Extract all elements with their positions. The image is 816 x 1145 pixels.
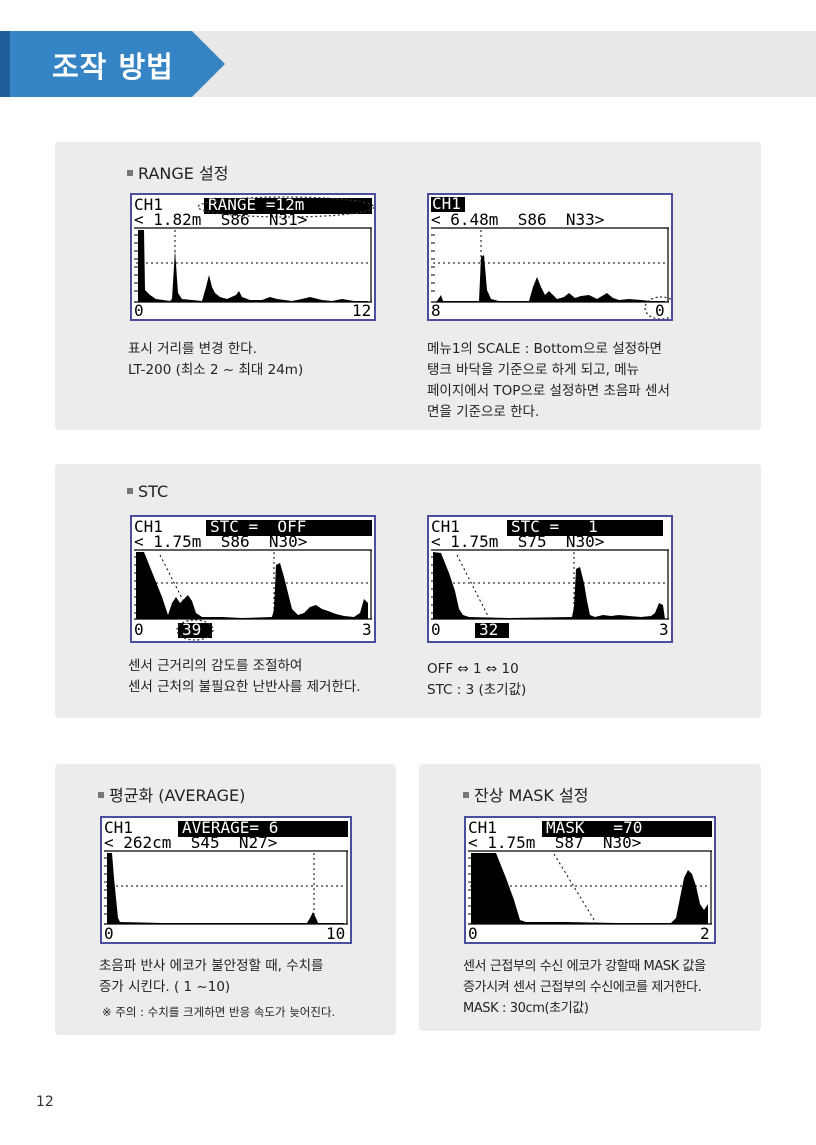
bullet-square-icon <box>127 169 133 176</box>
range-screen-2: CH1 < 6.48m S86 N33> 8 0 <box>427 193 673 321</box>
average-badge: AVERAGE= 6 <box>182 818 278 837</box>
channel-label: CH1 <box>104 818 133 837</box>
range-min-label: 8 <box>431 301 441 319</box>
stc-badge-bg <box>206 520 372 536</box>
page-number: 12 <box>36 1094 54 1110</box>
range-description-left: 표시 거리를 변경 한다. LT-200 (최소 2 ~ 최대 24m) <box>128 341 304 378</box>
mask-screen: CH1 MASK =70 < 1.75m S87 N30> 0 2 <box>464 816 716 944</box>
channel-label: CH1 <box>134 195 163 214</box>
status-line: < 6.48m S86 N33> <box>431 210 604 229</box>
header-banner-edge <box>0 31 10 97</box>
channel-label: CH1 <box>432 195 461 213</box>
stc-value-badge-bg <box>178 623 212 638</box>
status-line: < 1.75m S86 N30> <box>134 532 307 551</box>
bullet-square-icon <box>127 487 133 494</box>
status-line: < 1.75m S75 N30> <box>431 532 604 551</box>
stc-min-label: 0 <box>134 620 144 639</box>
page-title: 조작 방법 <box>52 50 174 84</box>
status-line: < 1.75m S87 N30> <box>468 833 641 852</box>
stc-badge: STC = 1 <box>511 517 598 536</box>
stc-screen-2: CH1 STC = 1 < 1.75m S75 N30> 0 32 3 <box>427 515 673 643</box>
range-max-label: 0 <box>655 301 665 319</box>
stc-value: 32 <box>479 620 498 639</box>
mask-description: 센서 근접부의 수신 에코가 강할때 MASK 값을 증가시켜 센서 근접부의 … <box>463 959 706 1016</box>
mask-badge: MASK =70 <box>546 818 642 837</box>
average-description: 초음파 반사 에코가 불안정할 때, 수치를 증가 시킨다. ( 1 ~10) <box>99 958 324 995</box>
stc-badge: STC = OFF <box>210 517 306 536</box>
bullet-square-icon <box>463 791 469 798</box>
range-badge: RANGE =12m <box>208 195 304 214</box>
channel-label: CH1 <box>468 818 497 837</box>
average-max-label: 10 <box>326 924 345 942</box>
range-screen-1: CH1 RANGE =12m < 1.82m S86 N31> 0 12 <box>130 193 376 321</box>
stc-description-right: OFF ⇔ 1 ⇔ 10 STC : 3 (초기값) <box>427 661 527 698</box>
bullet-square-icon <box>98 791 104 798</box>
mask-max-label: 2 <box>700 924 710 942</box>
stc-screen-1: CH1 STC = OFF < 1.75m S86 N30> 0 39 3 <box>130 515 376 643</box>
status-line: < 262cm S45 N27> <box>104 833 277 852</box>
range-description-right: 메뉴1의 SCALE : Bottom으로 설정하면 탱크 바닥을 기준으로 하… <box>427 341 670 420</box>
stc-section-title: STC <box>127 482 168 501</box>
stc-value: 39 <box>182 620 201 639</box>
average-caution-note: ※ 주의 : 수치를 크게하면 반응 속도가 늦어진다. <box>102 1005 336 1019</box>
stc-min-label: 0 <box>431 620 441 639</box>
highlight-circle <box>176 619 214 641</box>
header-banner <box>0 31 225 97</box>
highlight-circle <box>644 296 671 319</box>
stc-description-left: 센서 근거리의 감도를 조절하여 센서 근처의 불필요한 난반사를 제거한다. <box>128 658 361 695</box>
range-max-label: 12 <box>352 301 371 319</box>
status-line: < 1.82m S86 N31> <box>134 210 307 229</box>
channel-label: CH1 <box>431 517 460 536</box>
average-screen: CH1 AVERAGE= 6 < 262cm S45 N27> 0 10 <box>100 816 352 944</box>
mask-section-title: 잔상 MASK 설정 <box>463 782 588 806</box>
average-min-label: 0 <box>104 924 114 942</box>
average-badge-bg <box>178 821 348 837</box>
mask-min-label: 0 <box>468 924 478 942</box>
stc-max-label: 3 <box>659 620 669 639</box>
channel-label: CH1 <box>134 517 163 536</box>
average-section-title: 평균화 (AVERAGE) <box>98 782 245 806</box>
stc-value-badge-bg <box>475 623 509 638</box>
range-badge-bg <box>204 198 372 214</box>
mask-badge-bg <box>542 821 712 837</box>
stc-badge-bg <box>507 520 663 536</box>
range-min-label: 0 <box>134 301 144 319</box>
stc-max-label: 3 <box>362 620 372 639</box>
range-section-title: RANGE 설정 <box>127 160 228 184</box>
channel-badge-bg <box>431 197 465 212</box>
